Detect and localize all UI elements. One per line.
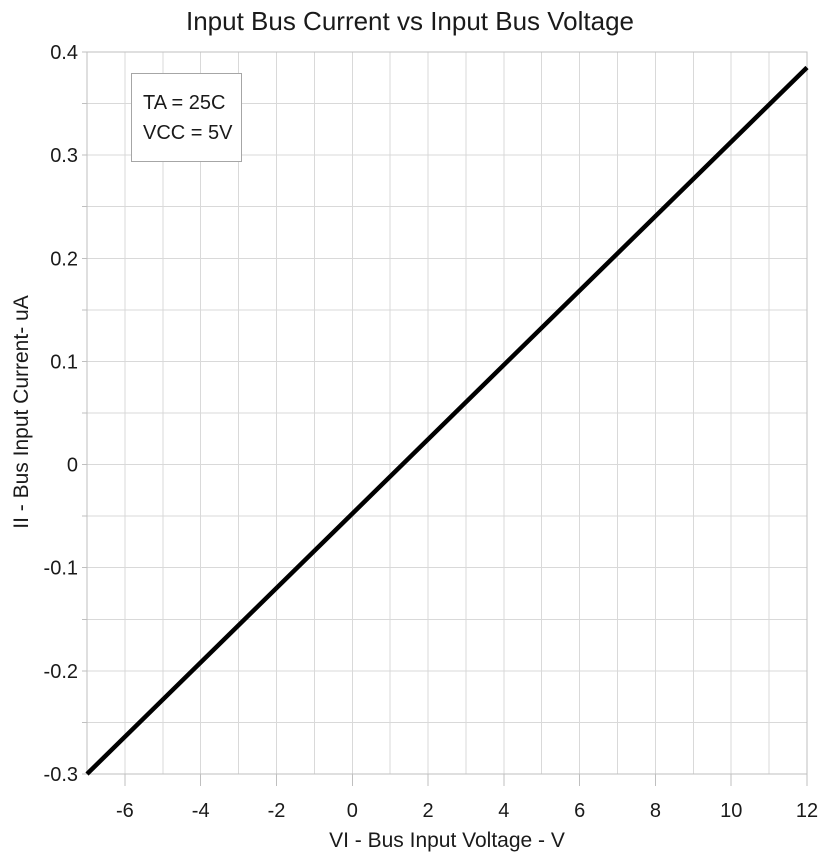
x-tick-label: 2 (422, 800, 433, 822)
chart-title: Input Bus Current vs Input Bus Voltage (185, 6, 635, 36)
annotation-line-ta: TA = 25C (143, 91, 226, 114)
y-tick-label: 0.2 (50, 248, 78, 270)
x-tick-label: 0 (347, 800, 358, 822)
y-tick-label: -0.2 (44, 661, 78, 683)
series-line (85, 65, 809, 776)
y-tick-label: -0.3 (44, 764, 78, 786)
y-tick-label: 0.3 (50, 145, 78, 167)
y-axis-title: II - Bus Input Current- uA (10, 295, 33, 529)
y-tick-label: 0.1 (50, 351, 78, 373)
y-tick-label: -0.1 (44, 558, 78, 580)
x-axis-title: VI - Bus Input Voltage - V (329, 829, 565, 852)
annotation-box: TA = 25C VCC = 5V (131, 73, 242, 162)
annotation-line-vcc: VCC = 5V (143, 121, 233, 144)
x-tick-label: 12 (796, 800, 818, 822)
y-tick-label: 0 (67, 455, 78, 477)
x-tick-label: -6 (116, 800, 134, 822)
x-tick-label: 8 (650, 800, 661, 822)
x-tick-label: -2 (268, 800, 286, 822)
x-tick-label: 4 (498, 800, 509, 822)
x-tick-label: -4 (192, 800, 210, 822)
x-tick-label: 6 (574, 800, 585, 822)
x-tick-label: 10 (720, 800, 742, 822)
y-tick-label: 0.4 (50, 42, 78, 64)
